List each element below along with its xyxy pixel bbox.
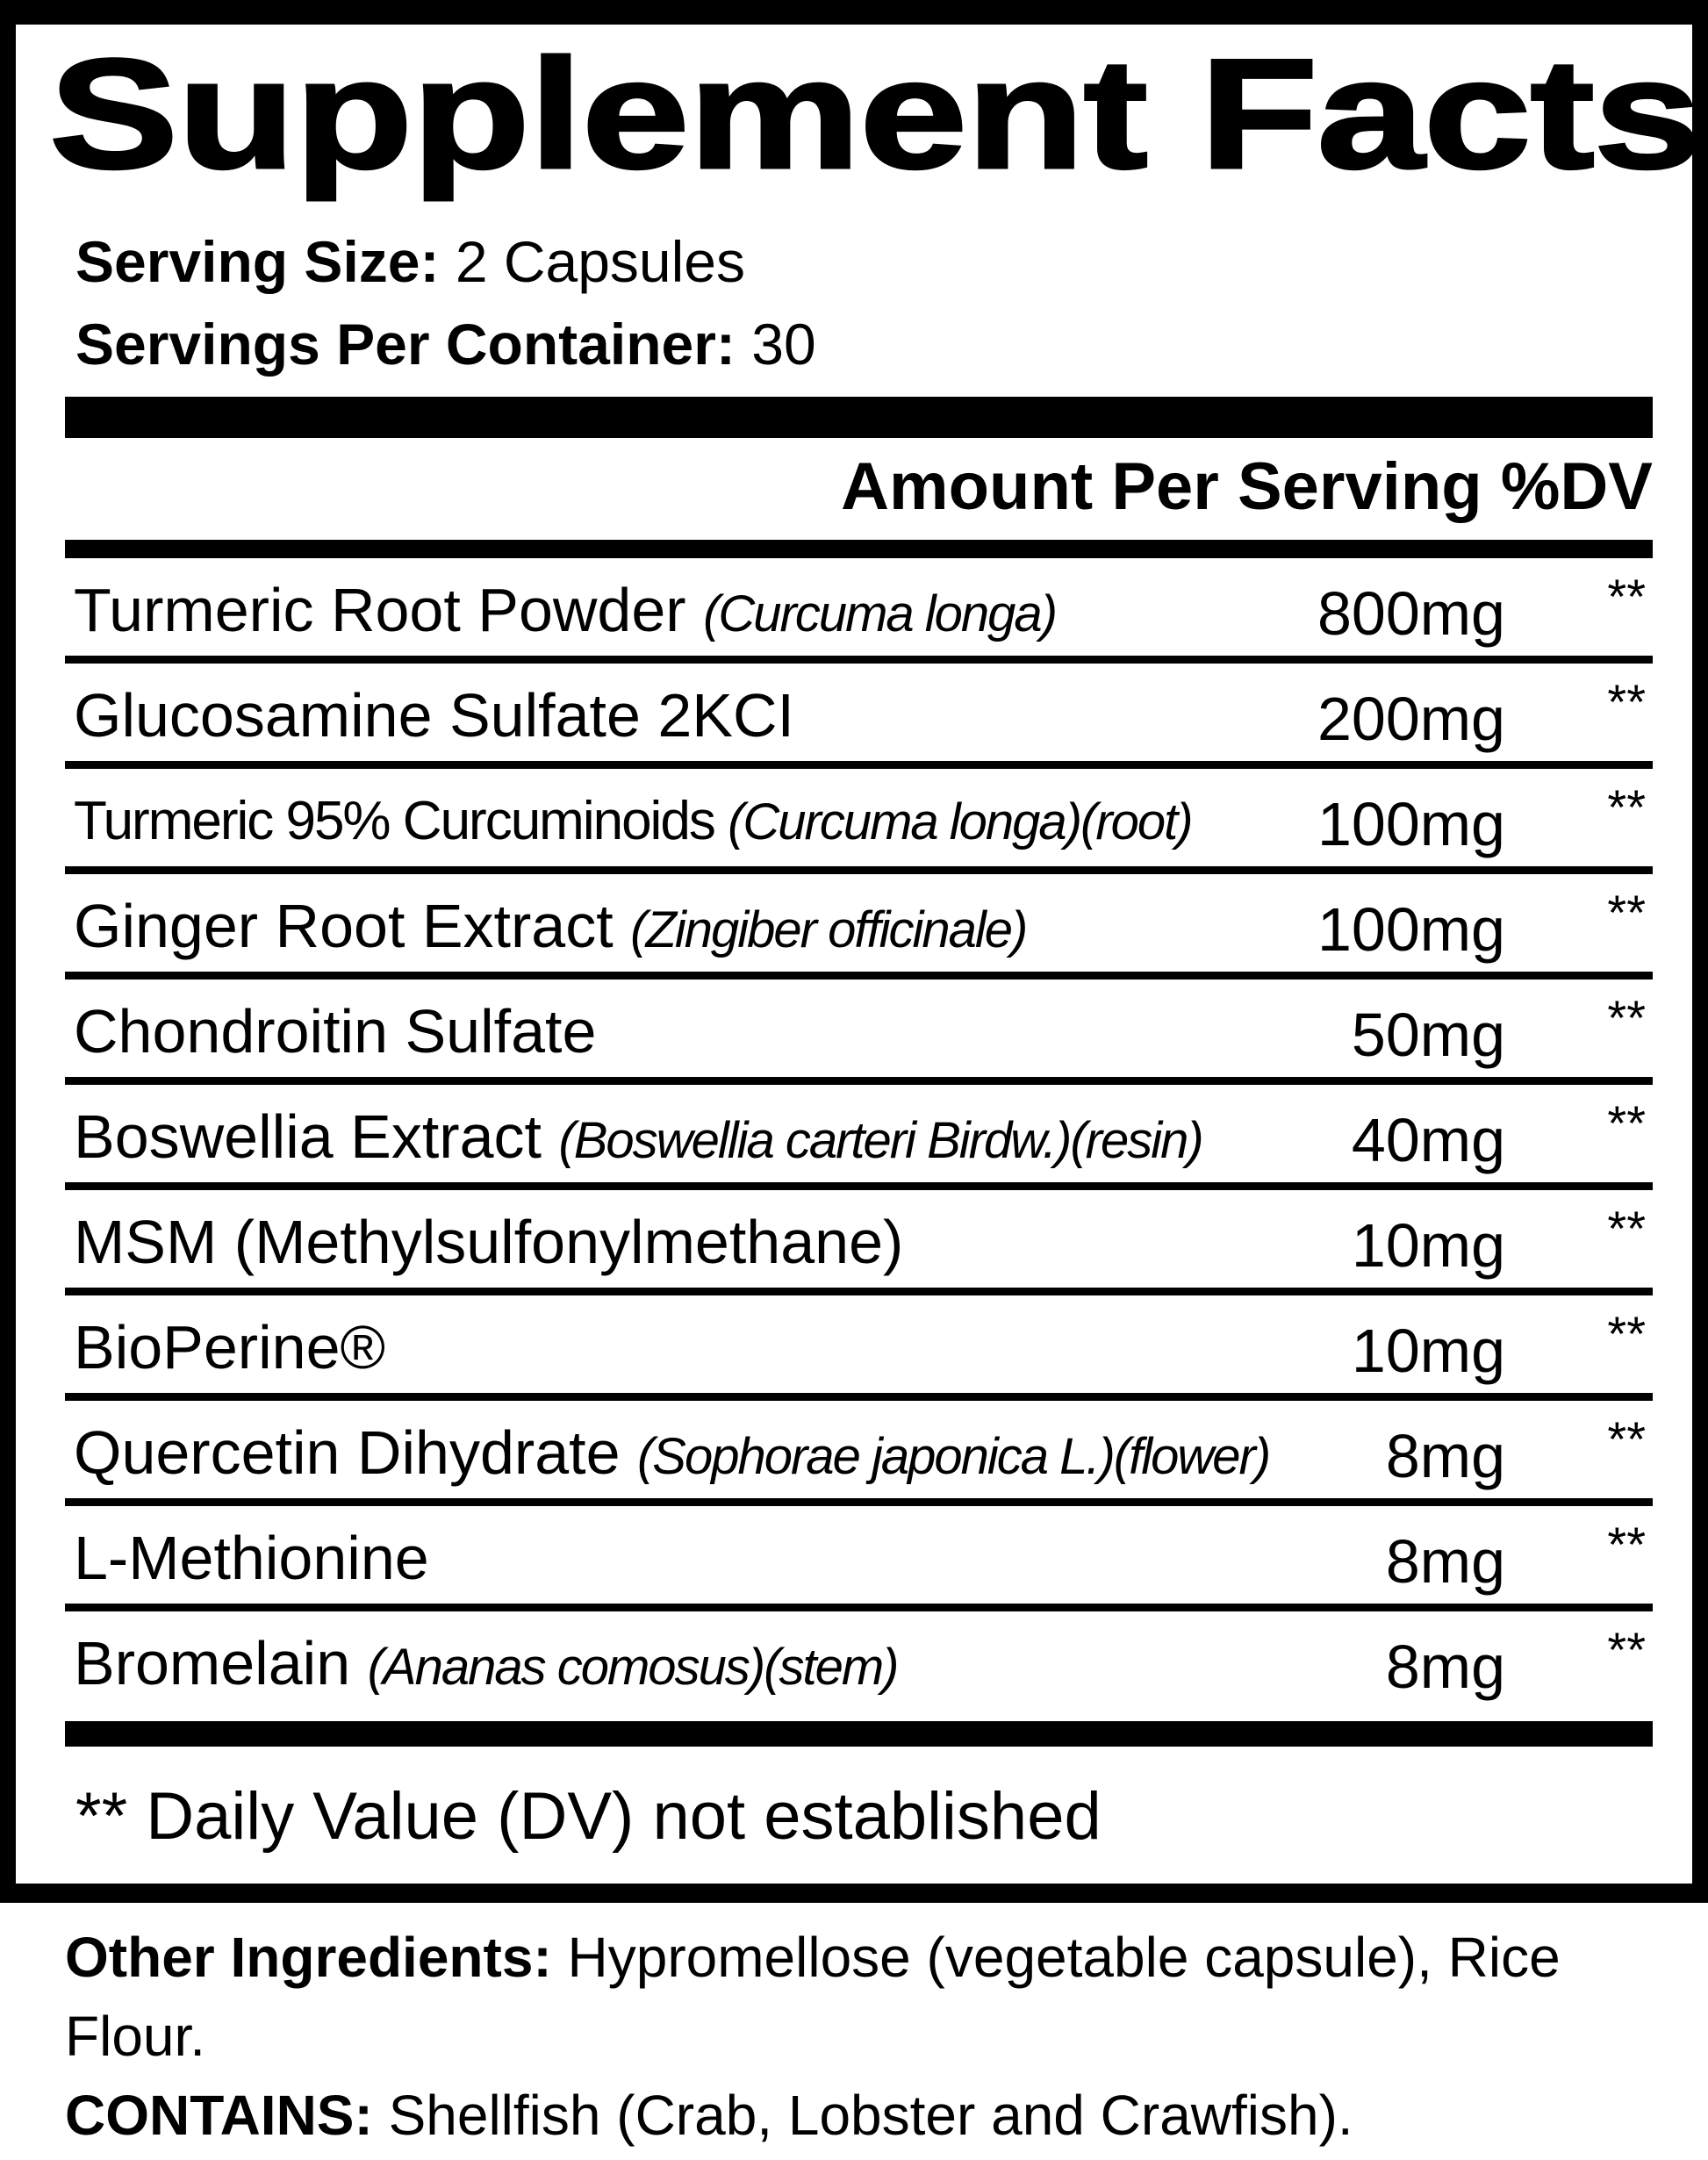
ingredient-dv: **	[1607, 1306, 1646, 1361]
ingredient-amount: 100mg	[1317, 790, 1505, 858]
ingredient-name-text: MSM (Methylsulfonylmethane)	[74, 1208, 904, 1276]
other-ingredients: Other Ingredients: Hypromellose (vegetab…	[65, 1918, 1680, 2076]
ingredient-source: (Sophorae japonica L.)(flower)	[636, 1428, 1271, 1485]
ingredient-name: BioPerine®	[74, 1299, 385, 1400]
servings-per-container: Servings Per Container: 30	[75, 309, 816, 379]
ingredient-dv: **	[1607, 674, 1646, 729]
ingredient-name-text: Ginger Root Extract	[74, 892, 614, 960]
ingredient-amount: 8mg	[1385, 1422, 1505, 1490]
ingredient-row: Ginger Root Extract (Zingiber officinale…	[65, 874, 1653, 980]
thick-divider	[65, 397, 1653, 438]
ingredient-row: L-Methionine 8mg **	[65, 1506, 1653, 1611]
ingredient-source: (Zingiber officinale)	[630, 901, 1028, 958]
supplement-facts-panel	[0, 0, 1708, 1903]
other-ingredients-value: Hypromellose (vegetable capsule), Rice F…	[65, 1926, 1561, 2068]
panel-title: Supplement Facts	[47, 25, 1703, 203]
ingredient-amount: 40mg	[1351, 1106, 1505, 1174]
ingredient-name-text: Turmeric 95% Curcuminoids	[74, 791, 716, 851]
contains: CONTAINS: Shellfish (Crab, Lobster and C…	[65, 2076, 1680, 2155]
ingredient-amount: 800mg	[1317, 579, 1505, 648]
other-info: Other Ingredients: Hypromellose (vegetab…	[65, 1918, 1680, 2155]
ingredient-amount: 100mg	[1317, 895, 1505, 964]
servings-per-container-label: Servings Per Container:	[75, 312, 736, 377]
ingredient-source: (Ananas comosus)(stem)	[367, 1639, 900, 1696]
ingredient-amount: 8mg	[1385, 1527, 1505, 1596]
ingredient-row: Turmeric 95% Curcuminoids (Curcuma longa…	[65, 769, 1653, 874]
ingredient-row: Chondroitin Sulfate 50mg **	[65, 980, 1653, 1085]
ingredient-name: Turmeric 95% Curcuminoids (Curcuma longa…	[74, 772, 1194, 871]
ingredient-amount: 50mg	[1351, 1001, 1505, 1069]
bottom-divider	[65, 1721, 1653, 1747]
ingredient-name-text: BioPerine®	[74, 1313, 386, 1381]
ingredient-row: Glucosamine Sulfate 2KCI 200mg **	[65, 664, 1653, 769]
ingredient-name-text: Chondroitin Sulfate	[74, 997, 597, 1066]
amount-per-serving-header: Amount Per Serving %DV	[841, 449, 1653, 524]
other-ingredients-label: Other Ingredients:	[65, 1926, 552, 1989]
ingredient-name-text: L-Methionine	[74, 1524, 429, 1592]
serving-size-label: Serving Size:	[75, 229, 440, 294]
ingredient-name: L-Methionine	[74, 1510, 429, 1611]
ingredient-row: Turmeric Root Powder (Curcuma longa) 800m…	[65, 558, 1653, 664]
ingredient-dv: **	[1607, 779, 1646, 835]
ingredient-amount: 200mg	[1317, 685, 1505, 753]
ingredient-source: (Curcuma longa)	[703, 585, 1058, 642]
ingredient-name: MSM (Methylsulfonylmethane)	[74, 1194, 903, 1295]
ingredient-row: BioPerine® 10mg **	[65, 1295, 1653, 1401]
ingredient-row: Boswellia Extract (Boswellia carteri Bir…	[65, 1085, 1653, 1190]
ingredient-name: Boswellia Extract (Boswellia carteri Bir…	[74, 1088, 1204, 1189]
ingredient-dv: **	[1607, 1517, 1646, 1572]
ingredient-name: Turmeric Root Powder (Curcuma longa)	[74, 562, 1058, 663]
serving-size-value: 2 Capsules	[455, 229, 746, 294]
ingredient-dv: **	[1607, 1411, 1646, 1467]
ingredient-source: (Curcuma longa)(root)	[728, 793, 1194, 850]
contains-label: CONTAINS:	[65, 2084, 373, 2147]
ingredients-table: Turmeric Root Powder (Curcuma longa) 800m…	[65, 558, 1653, 1709]
ingredient-dv: **	[1607, 1095, 1646, 1151]
ingredient-row: Bromelain (Ananas comosus)(stem) 8mg **	[65, 1611, 1653, 1709]
ingredient-name-text: Boswellia Extract	[74, 1102, 542, 1171]
ingredient-name: Quercetin Dihydrate (Sophorae japonica L…	[74, 1404, 1271, 1505]
ingredient-amount: 10mg	[1351, 1317, 1505, 1385]
ingredient-source: (Boswellia carteri Birdw.)(resin)	[558, 1112, 1203, 1169]
contains-value: Shellfish (Crab, Lobster and Crawfish).	[388, 2084, 1353, 2147]
serving-size: Serving Size: 2 Capsules	[75, 226, 745, 297]
ingredient-row: MSM (Methylsulfonylmethane) 10mg **	[65, 1190, 1653, 1295]
ingredient-name: Glucosamine Sulfate 2KCI	[74, 667, 794, 768]
ingredient-dv: **	[1607, 1622, 1646, 1677]
ingredient-name-text: Turmeric Root Powder	[74, 576, 686, 644]
ingredient-name-text: Quercetin Dihydrate	[74, 1418, 621, 1487]
ingredient-row: Quercetin Dihydrate (Sophorae japonica L…	[65, 1401, 1653, 1506]
footnote: ** Daily Value (DV) not established	[75, 1779, 1102, 1854]
header-divider	[65, 540, 1653, 558]
ingredient-name: Bromelain (Ananas comosus)(stem)	[74, 1615, 900, 1716]
ingredient-dv: **	[1607, 885, 1646, 940]
ingredient-amount: 8mg	[1385, 1633, 1505, 1701]
servings-per-container-value: 30	[751, 312, 816, 377]
ingredient-dv: **	[1607, 990, 1646, 1045]
ingredient-dv: **	[1607, 1201, 1646, 1256]
ingredient-dv: **	[1607, 569, 1646, 624]
ingredient-name: Chondroitin Sulfate	[74, 983, 596, 1084]
ingredient-name: Ginger Root Extract (Zingiber officinale…	[74, 878, 1028, 979]
ingredient-name-text: Glucosamine Sulfate 2KCI	[74, 681, 794, 750]
ingredient-name-text: Bromelain	[74, 1629, 351, 1697]
ingredient-amount: 10mg	[1351, 1211, 1505, 1280]
